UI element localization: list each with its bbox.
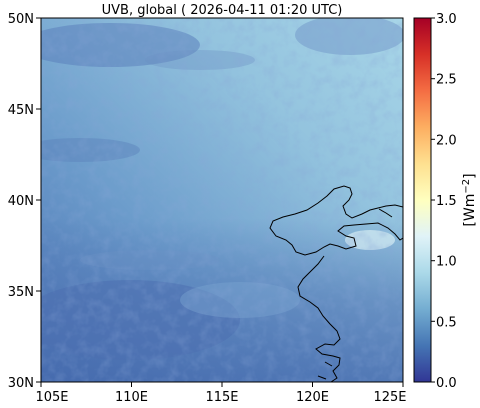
lat-tick-label: 50N: [8, 12, 34, 27]
map-title: UVB, global ( 2026-04-11 01:20 UTC): [102, 3, 343, 18]
colorbar-tick-label: 0.5: [436, 315, 457, 330]
lon-tick-label: 120E: [296, 390, 329, 405]
colorbar-tick-label: 1.0: [436, 255, 457, 270]
colorbar-label-exponent: −2: [461, 179, 472, 194]
colorbar-ticks: 3.0 2.5 2.0 1.5 1.0 0.5 0.0: [431, 12, 457, 391]
lat-tick-label: 35N: [8, 285, 34, 300]
colorbar-gradient: [413, 17, 432, 383]
colorbar-tick-label: 1.5: [436, 194, 457, 209]
lat-tick-label: 40N: [8, 194, 34, 209]
lon-axis: 105E 110E 115E 120E 125E: [35, 382, 407, 405]
lat-axis: 50N 45N 40N 35N 30N: [8, 12, 41, 391]
colorbar-tick-label: 2.0: [436, 133, 457, 148]
colorbar-tick-label: 0.0: [436, 376, 457, 391]
colorbar: 3.0 2.5 2.0 1.5 1.0 0.5 0.0 [Wm−2]: [413, 12, 478, 391]
lon-tick-label: 115E: [205, 390, 238, 405]
lon-tick-label: 125E: [373, 390, 406, 405]
coastline: [269, 185, 403, 382]
lon-tick-label: 105E: [35, 390, 68, 405]
colorbar-tick-label: 3.0: [436, 12, 457, 27]
lat-tick-label: 45N: [8, 103, 34, 118]
colorbar-label-close: ]: [462, 173, 478, 178]
colorbar-label-unit: [Wm: [462, 194, 478, 227]
uvb-field: [41, 18, 403, 382]
lat-tick-label: 30N: [8, 376, 34, 391]
lon-tick-label: 110E: [115, 390, 148, 405]
colorbar-tick-label: 2.5: [436, 73, 457, 88]
colorbar-label: [Wm−2]: [461, 173, 478, 226]
